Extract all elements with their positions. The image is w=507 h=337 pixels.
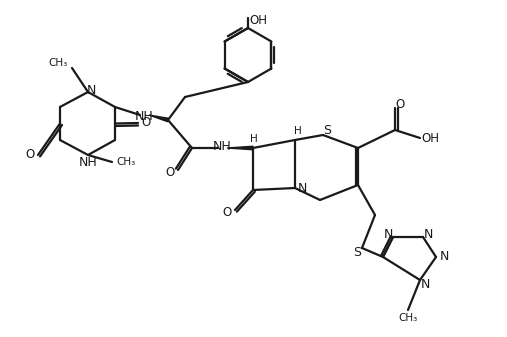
Text: OH: OH — [249, 14, 267, 28]
Text: CH₃: CH₃ — [48, 58, 67, 68]
Text: N: N — [439, 250, 449, 264]
Text: CH₃: CH₃ — [399, 313, 418, 323]
Text: N: N — [86, 84, 96, 96]
Text: NH: NH — [212, 140, 231, 153]
Text: S: S — [323, 123, 331, 136]
Text: NH: NH — [135, 111, 154, 123]
Text: O: O — [25, 149, 34, 161]
Text: O: O — [141, 117, 151, 129]
Polygon shape — [149, 115, 168, 122]
Text: N: N — [297, 182, 307, 194]
Polygon shape — [227, 146, 253, 150]
Text: O: O — [395, 98, 405, 112]
Text: OH: OH — [421, 131, 439, 145]
Text: N: N — [383, 227, 393, 241]
Text: N: N — [423, 227, 432, 241]
Text: H: H — [294, 126, 302, 136]
Text: CH₃: CH₃ — [117, 157, 136, 167]
Text: O: O — [165, 165, 174, 179]
Text: H: H — [250, 134, 258, 144]
Text: NH: NH — [79, 156, 97, 170]
Text: S: S — [353, 245, 361, 258]
Text: N: N — [420, 277, 430, 290]
Text: O: O — [223, 207, 232, 219]
